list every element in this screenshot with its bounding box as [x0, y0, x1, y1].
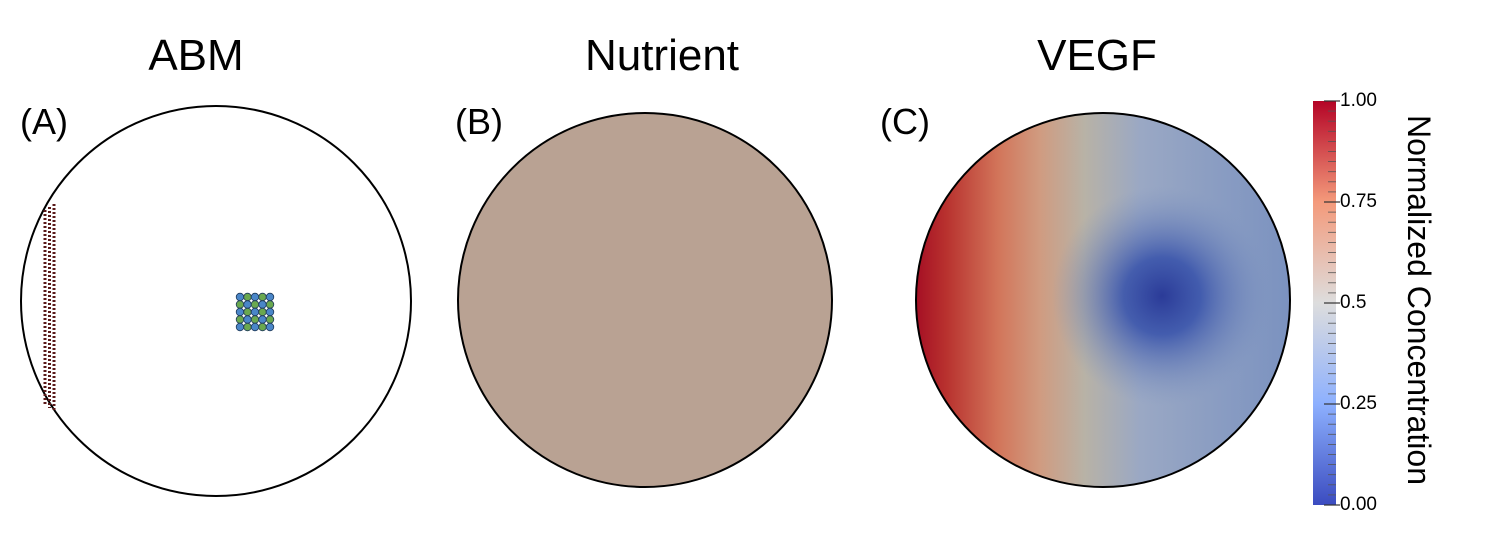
domain-circle: [915, 112, 1291, 488]
cell: [243, 292, 252, 302]
cell: [265, 292, 275, 302]
cell: [250, 292, 260, 302]
cell: [235, 322, 245, 332]
tick-label: 0.00: [1340, 494, 1377, 515]
cell: [265, 307, 275, 317]
panel-label: (C): [880, 101, 930, 142]
colorbar-ticks: 0.00 0.25 0.5 0.75 1.00: [1324, 90, 1377, 515]
panel-label: (A): [20, 101, 68, 142]
tumor-cells: [235, 292, 275, 332]
tick-label: 1.00: [1340, 90, 1377, 111]
cell: [250, 322, 260, 332]
cell: [250, 315, 260, 324]
panel-title: ABM: [148, 31, 243, 80]
tick-label: 0.5: [1340, 292, 1366, 313]
cell: [243, 322, 252, 332]
cell: [265, 322, 275, 332]
colorbar-label: Normalized Concentration: [1401, 115, 1437, 485]
cell: [258, 307, 267, 317]
cell: [258, 315, 267, 324]
cell: [243, 315, 252, 324]
vegf-field: [916, 113, 1290, 487]
cell: [258, 322, 267, 332]
cell: [243, 300, 252, 309]
panel-title: Nutrient: [585, 31, 739, 80]
cell: [258, 300, 267, 309]
panel-title: VEGF: [1037, 31, 1157, 80]
domain-circle: [20, 105, 412, 497]
nutrient-field: [457, 112, 833, 488]
cell: [243, 307, 252, 317]
vessel: [43, 204, 56, 410]
cell: [235, 307, 245, 317]
cell: [265, 315, 275, 324]
tick-label: 0.75: [1340, 191, 1377, 212]
cell: [250, 307, 260, 317]
cell: [235, 292, 245, 302]
cell: [265, 300, 275, 309]
cell: [258, 292, 267, 302]
cell: [235, 315, 245, 324]
cell: [235, 300, 245, 309]
cell: [250, 300, 260, 309]
panel-label: (B): [455, 101, 503, 142]
tick-label: 0.25: [1340, 393, 1377, 414]
